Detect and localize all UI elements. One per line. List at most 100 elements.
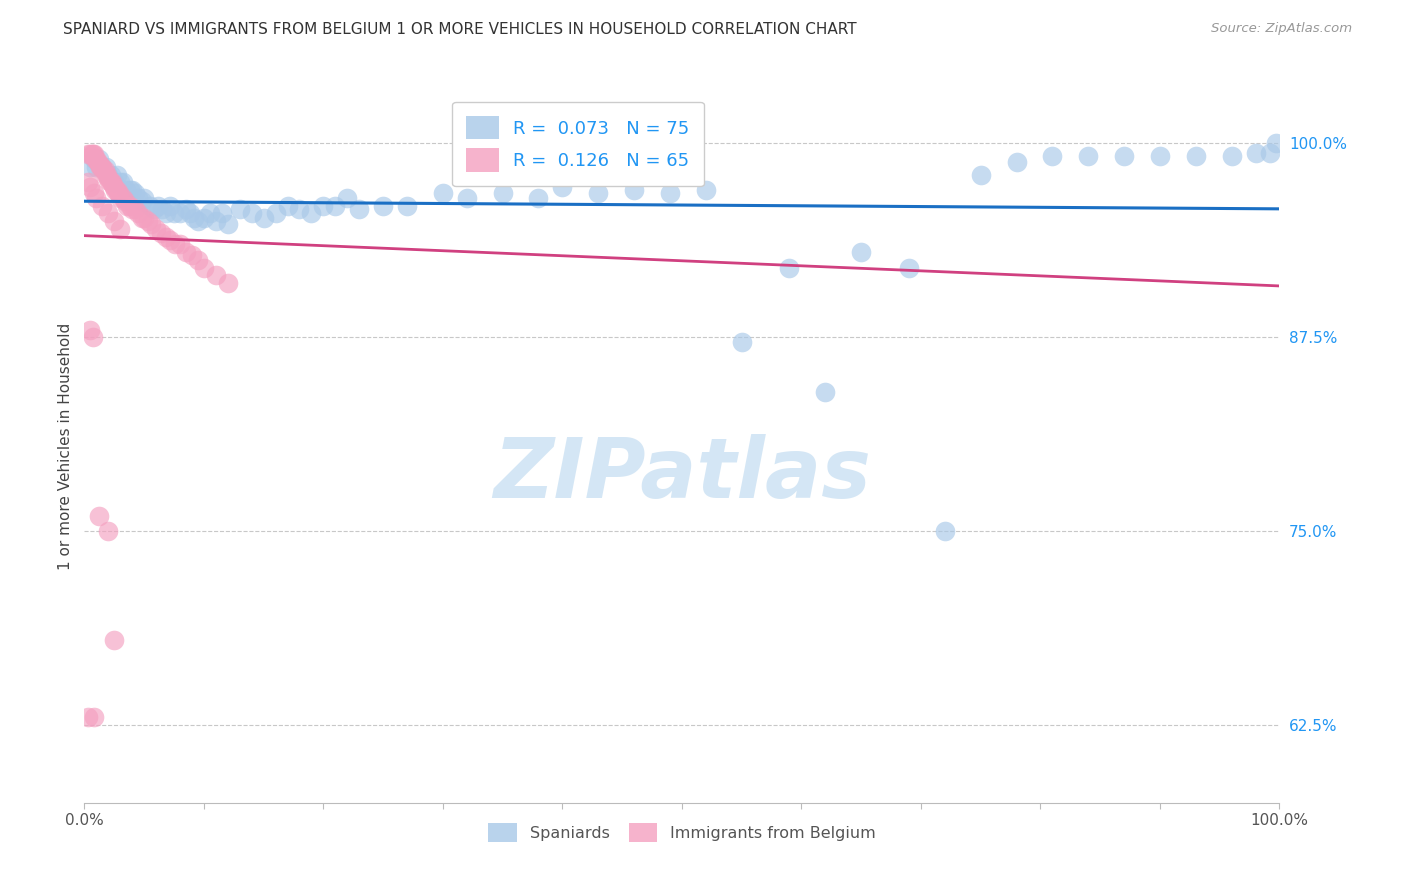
Immigrants from Belgium	[87, 156, 110, 170]
Immigrants from Belgium	[103, 214, 125, 228]
Spaniards	[1185, 149, 1208, 163]
Immigrants from Belgium	[82, 147, 104, 161]
Spaniards	[211, 206, 233, 220]
Spaniards	[103, 175, 125, 189]
Immigrants from Belgium	[105, 183, 128, 197]
Spaniards	[217, 217, 239, 231]
Immigrants from Belgium	[110, 191, 132, 205]
Spaniards	[205, 214, 228, 228]
Immigrants from Belgium	[100, 175, 122, 189]
Spaniards	[1264, 136, 1286, 151]
Immigrants from Belgium	[187, 252, 209, 267]
Immigrants from Belgium	[83, 710, 105, 724]
Spaniards	[111, 175, 134, 189]
Spaniards	[1077, 149, 1099, 163]
Text: Source: ZipAtlas.com: Source: ZipAtlas.com	[1212, 22, 1353, 36]
Immigrants from Belgium	[145, 222, 167, 236]
Spaniards	[240, 206, 263, 220]
Immigrants from Belgium	[79, 147, 101, 161]
Immigrants from Belgium	[87, 508, 110, 523]
Immigrants from Belgium	[77, 147, 100, 161]
Spaniards	[492, 186, 515, 201]
Spaniards	[1258, 145, 1281, 160]
Spaniards	[373, 198, 395, 212]
Immigrants from Belgium	[77, 710, 100, 724]
Immigrants from Belgium	[97, 206, 120, 220]
Immigrants from Belgium	[136, 214, 159, 228]
Spaniards	[851, 245, 873, 260]
Spaniards	[193, 211, 215, 225]
Spaniards	[91, 160, 114, 174]
Immigrants from Belgium	[121, 202, 143, 216]
Immigrants from Belgium	[97, 524, 120, 539]
Spaniards	[150, 202, 173, 216]
Immigrants from Belgium	[193, 260, 215, 275]
Spaniards	[432, 186, 454, 201]
Immigrants from Belgium	[94, 168, 117, 182]
Spaniards	[253, 211, 276, 225]
Spaniards	[934, 524, 956, 539]
Immigrants from Belgium	[83, 186, 105, 201]
Spaniards	[898, 260, 921, 275]
Immigrants from Belgium	[205, 268, 228, 283]
Spaniards	[115, 183, 138, 197]
Immigrants from Belgium	[101, 175, 124, 189]
Spaniards	[288, 202, 311, 216]
Immigrants from Belgium	[79, 180, 101, 194]
Text: ZIPatlas: ZIPatlas	[494, 434, 870, 515]
Spaniards	[174, 202, 197, 216]
Spaniards	[312, 198, 335, 212]
Spaniards	[132, 191, 156, 205]
Immigrants from Belgium	[118, 198, 141, 212]
Spaniards	[139, 198, 162, 212]
Immigrants from Belgium	[217, 276, 239, 290]
Immigrants from Belgium	[101, 178, 124, 193]
Spaniards	[814, 384, 837, 399]
Immigrants from Belgium	[174, 245, 197, 260]
Legend: Spaniards, Immigrants from Belgium: Spaniards, Immigrants from Belgium	[482, 817, 882, 848]
Spaniards	[264, 206, 287, 220]
Spaniards	[623, 183, 645, 197]
Spaniards	[695, 183, 717, 197]
Immigrants from Belgium	[131, 211, 153, 225]
Spaniards	[121, 183, 143, 197]
Immigrants from Belgium	[104, 183, 127, 197]
Immigrants from Belgium	[149, 227, 172, 241]
Spaniards	[183, 211, 205, 225]
Spaniards	[1149, 149, 1171, 163]
Spaniards	[105, 168, 128, 182]
Spaniards	[142, 202, 165, 216]
Spaniards	[396, 198, 419, 212]
Spaniards	[325, 198, 347, 212]
Spaniards	[118, 183, 141, 197]
Spaniards	[277, 198, 299, 212]
Spaniards	[336, 191, 359, 205]
Spaniards	[148, 198, 170, 212]
Spaniards	[94, 160, 117, 174]
Immigrants from Belgium	[117, 198, 139, 212]
Spaniards	[588, 186, 610, 201]
Spaniards	[198, 206, 221, 220]
Spaniards	[127, 191, 149, 205]
Immigrants from Belgium	[80, 147, 103, 161]
Spaniards	[87, 152, 110, 166]
Immigrants from Belgium	[79, 323, 101, 337]
Immigrants from Belgium	[114, 194, 136, 208]
Immigrants from Belgium	[86, 155, 108, 169]
Spaniards	[731, 334, 754, 349]
Immigrants from Belgium	[84, 152, 107, 166]
Spaniards	[110, 175, 132, 189]
Spaniards	[229, 202, 252, 216]
Text: SPANIARD VS IMMIGRANTS FROM BELGIUM 1 OR MORE VEHICLES IN HOUSEHOLD CORRELATION : SPANIARD VS IMMIGRANTS FROM BELGIUM 1 OR…	[63, 22, 856, 37]
Immigrants from Belgium	[93, 162, 115, 177]
Spaniards	[659, 186, 682, 201]
Spaniards	[1005, 155, 1028, 169]
Immigrants from Belgium	[124, 202, 146, 216]
Spaniards	[527, 191, 550, 205]
Immigrants from Belgium	[165, 237, 187, 252]
Immigrants from Belgium	[86, 152, 108, 166]
Spaniards	[79, 160, 101, 174]
Immigrants from Belgium	[89, 160, 111, 174]
Immigrants from Belgium	[93, 162, 115, 177]
Immigrants from Belgium	[77, 175, 100, 189]
